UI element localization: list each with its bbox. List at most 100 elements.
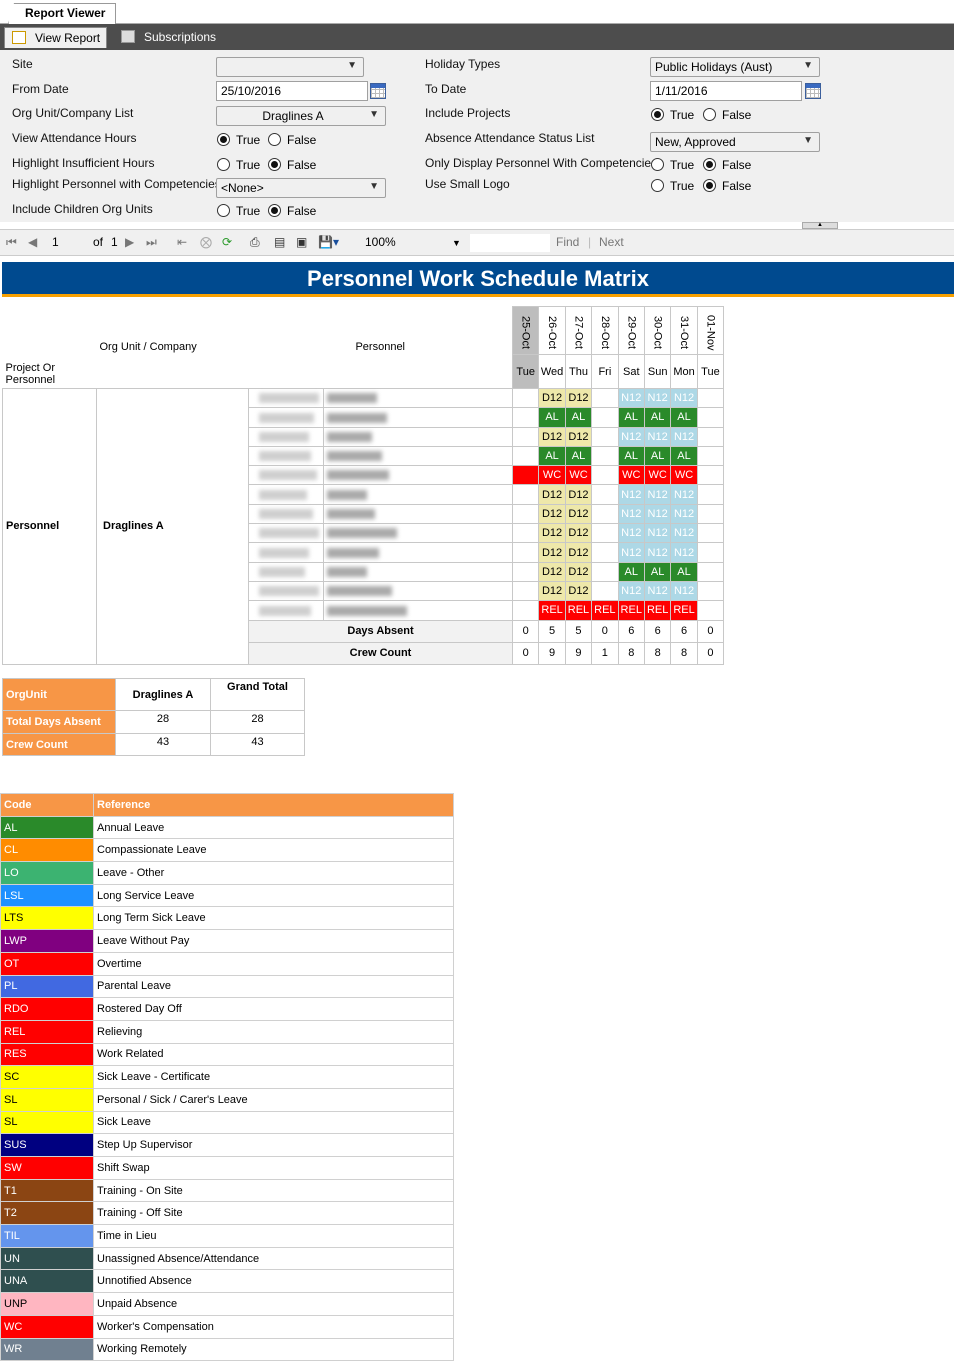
schedule-cell bbox=[511, 561, 540, 582]
legend-row: UNP Unpaid Absence bbox=[0, 1292, 454, 1316]
highlight-insufficient-label: Highlight Insufficient Hours bbox=[12, 156, 155, 170]
only-competencies-true-radio[interactable] bbox=[651, 158, 664, 171]
redacted-id bbox=[259, 547, 309, 558]
report-icon bbox=[12, 31, 26, 44]
legend-table: Code Reference AL Annual Leave CL Compassio… bbox=[0, 793, 454, 1361]
total-value: 8 bbox=[670, 641, 698, 665]
refresh-icon[interactable]: ⟳ bbox=[222, 235, 233, 249]
true-label: True bbox=[236, 204, 261, 218]
legend-row: SL Sick Leave bbox=[0, 1110, 454, 1135]
legend-code: UNP bbox=[0, 1292, 94, 1316]
legend-row: RDO Rostered Day Off bbox=[0, 997, 454, 1021]
include-children-label: Include Children Org Units bbox=[12, 202, 153, 216]
false-label: False bbox=[287, 133, 317, 147]
print-layout-icon[interactable]: ▤ bbox=[274, 235, 286, 249]
highlight-insufficient-false-radio[interactable] bbox=[268, 158, 281, 171]
include-children-false-radio[interactable] bbox=[268, 204, 281, 217]
print-icon[interactable]: ⎙ bbox=[250, 235, 260, 249]
subscriptions-icon bbox=[121, 30, 135, 43]
schedule-cell bbox=[696, 484, 725, 505]
personnel-header: Personnel bbox=[355, 341, 406, 354]
schedule-cell: REL bbox=[538, 600, 566, 621]
page-number-input[interactable]: 1 bbox=[52, 235, 59, 249]
schedule-cell: D12 bbox=[564, 580, 593, 602]
back-icon[interactable]: ⇤ bbox=[177, 235, 188, 249]
employee-name-cell bbox=[323, 407, 513, 428]
table-row: D12 D12 N12 N12 N12 bbox=[3, 580, 725, 602]
highlight-competencies-select[interactable]: <None> ▼ bbox=[216, 178, 386, 198]
calendar-icon[interactable] bbox=[805, 83, 821, 99]
employee-name-cell bbox=[323, 561, 513, 582]
redacted-id bbox=[259, 528, 319, 539]
legend-row: OT Overtime bbox=[0, 951, 454, 976]
calendar-icon[interactable] bbox=[370, 83, 386, 99]
view-attendance-false-radio[interactable] bbox=[268, 133, 281, 146]
absence-status-select[interactable]: New, Approved ▼ bbox=[650, 132, 820, 152]
highlight-competencies-label: Highlight Personnel with Competencies bbox=[12, 177, 221, 191]
total-value: 0 bbox=[696, 641, 725, 665]
small-logo-true-radio[interactable] bbox=[651, 179, 664, 192]
schedule-cell: N12 bbox=[617, 580, 645, 602]
from-date-input[interactable]: 25/10/2016 bbox=[216, 81, 368, 101]
legend-row: T1 Training - On Site bbox=[0, 1178, 454, 1203]
schedule-cell: D12 bbox=[538, 426, 566, 447]
find-input[interactable] bbox=[470, 234, 550, 252]
legend-row: LSL Long Service Leave bbox=[0, 883, 454, 908]
total-days-absent-label: Total Days Absent bbox=[2, 710, 116, 734]
schedule-cell: N12 bbox=[617, 503, 645, 525]
view-attendance-true-radio[interactable] bbox=[217, 133, 230, 146]
employee-id-cell bbox=[248, 542, 324, 563]
total-value: 5 bbox=[564, 619, 593, 643]
holiday-types-select[interactable]: Public Holidays (Aust) ▼ bbox=[650, 57, 820, 77]
only-competencies-false-radio[interactable] bbox=[703, 158, 716, 171]
next-link[interactable]: Next bbox=[599, 235, 624, 249]
tab-report-viewer[interactable]: Report Viewer bbox=[8, 3, 117, 24]
schedule-cell bbox=[591, 542, 619, 563]
export-icon[interactable]: 💾▾ bbox=[318, 235, 339, 249]
to-date-label: To Date bbox=[425, 82, 467, 96]
schedule-cell bbox=[696, 445, 725, 467]
include-projects-true-radio[interactable] bbox=[651, 108, 664, 121]
stop-icon[interactable]: ⨂ bbox=[200, 235, 212, 249]
schedule-cell: N12 bbox=[617, 523, 645, 544]
day-header: Mon bbox=[670, 354, 698, 389]
schedule-cell bbox=[511, 484, 540, 505]
schedule-cell: AL bbox=[617, 407, 645, 428]
include-projects-false-radio[interactable] bbox=[703, 108, 716, 121]
total-value: 0 bbox=[696, 619, 725, 643]
legend-code: WC bbox=[0, 1314, 94, 1339]
org-unit-select[interactable]: Draglines A ▼ bbox=[216, 106, 386, 126]
table-row: D12 D12 AL AL AL bbox=[3, 561, 725, 582]
employee-name-cell bbox=[323, 542, 513, 563]
subscriptions-button[interactable]: Subscriptions bbox=[114, 27, 222, 48]
first-page-icon[interactable]: ⏮ bbox=[6, 235, 17, 249]
date-label: 28-Oct bbox=[598, 316, 611, 350]
collapse-params-button[interactable]: ▲ bbox=[802, 222, 838, 229]
include-children-true-radio[interactable] bbox=[217, 204, 230, 217]
previous-page-icon[interactable]: ◀ bbox=[28, 235, 38, 249]
page-setup-icon[interactable]: ▣ bbox=[296, 235, 308, 249]
highlight-insufficient-true-radio[interactable] bbox=[217, 158, 230, 171]
find-link[interactable]: Find bbox=[556, 235, 580, 249]
zoom-select[interactable]: 100% bbox=[365, 235, 396, 249]
to-date-input[interactable]: 1/11/2016 bbox=[650, 81, 802, 101]
schedule-cell: D12 bbox=[564, 426, 593, 447]
redacted-id bbox=[259, 586, 319, 597]
legend-reference: Sick Leave bbox=[93, 1110, 454, 1135]
schedule-cell bbox=[511, 580, 540, 602]
chevron-down-icon[interactable]: ▼ bbox=[452, 238, 461, 248]
view-report-button[interactable]: View Report bbox=[4, 27, 108, 48]
schedule-cell: N12 bbox=[617, 484, 645, 505]
small-logo-false-radio[interactable] bbox=[703, 179, 716, 192]
site-select[interactable]: ▼ bbox=[216, 57, 364, 77]
date-header: 01-Nov bbox=[696, 306, 725, 355]
schedule-matrix: Project Or Personnel Org Unit / Company Pe… bbox=[2, 306, 725, 665]
legend-reference: Personal / Sick / Carer's Leave bbox=[93, 1087, 454, 1112]
schedule-cell: N12 bbox=[670, 426, 698, 447]
schedule-cell: N12 bbox=[670, 523, 698, 544]
employee-id-cell bbox=[248, 561, 324, 582]
next-page-icon[interactable]: ▶ bbox=[125, 235, 135, 249]
last-page-icon[interactable]: ⏭ bbox=[146, 235, 157, 249]
chevron-down-icon: ▼ bbox=[347, 60, 357, 71]
schedule-cell: N12 bbox=[670, 542, 698, 563]
